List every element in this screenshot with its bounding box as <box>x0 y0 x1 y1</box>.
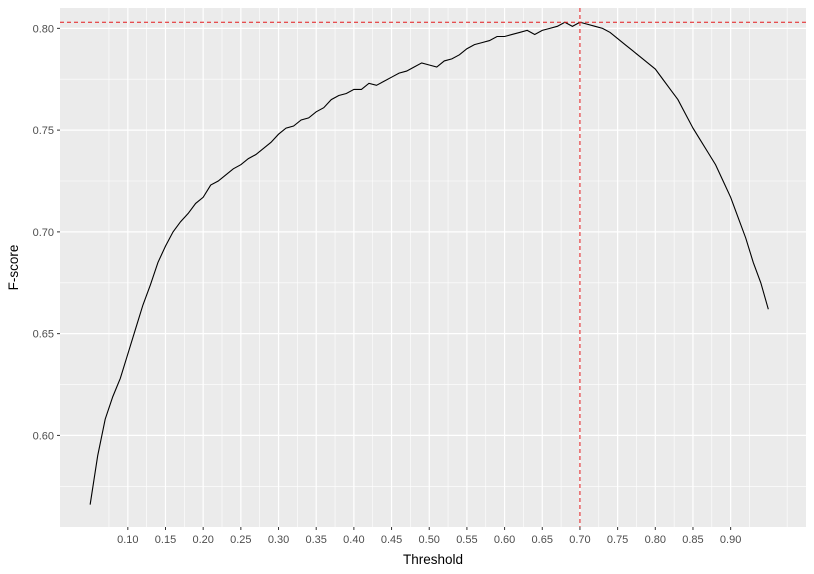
y-tick-label: 0.75 <box>33 125 54 137</box>
x-tick-label: 0.65 <box>532 534 553 546</box>
f-score-line <box>89 21 769 505</box>
y-tick-label: 0.65 <box>33 329 54 341</box>
x-tick-label: 0.40 <box>343 534 364 546</box>
y-tick-label: 0.70 <box>33 227 54 239</box>
x-tick-label: 0.90 <box>720 534 741 546</box>
x-tick-label: 0.10 <box>117 534 138 546</box>
x-axis: 0.10 0.15 0.20 0.25 0.30 0.35 0.40 0.45 0.50 0.55… <box>117 527 741 546</box>
x-tick-label: 0.60 <box>494 534 515 546</box>
x-axis-title: Threshold <box>403 552 463 567</box>
plot-panel <box>60 8 806 527</box>
x-tick-label: 0.80 <box>645 534 666 546</box>
x-tick-label: 0.70 <box>569 534 590 546</box>
x-tick-label: 0.75 <box>607 534 628 546</box>
major-gridlines <box>60 8 806 527</box>
x-tick-label: 0.35 <box>305 534 326 546</box>
x-tick-label: 0.25 <box>230 534 251 546</box>
x-tick-label: 0.15 <box>155 534 176 546</box>
x-tick-label: 0.45 <box>381 534 402 546</box>
y-tick-label: 0.80 <box>33 23 54 35</box>
y-axis: 0.60 0.65 0.70 0.75 0.80 <box>33 23 60 442</box>
minor-gridlines <box>60 8 806 527</box>
x-tick-label: 0.55 <box>456 534 477 546</box>
y-tick-label: 0.60 <box>33 430 54 442</box>
x-tick-label: 0.30 <box>268 534 289 546</box>
x-tick-label: 0.85 <box>682 534 703 546</box>
x-tick-label: 0.20 <box>192 534 213 546</box>
x-tick-label: 0.50 <box>419 534 440 546</box>
y-axis-title: F-score <box>6 245 21 291</box>
